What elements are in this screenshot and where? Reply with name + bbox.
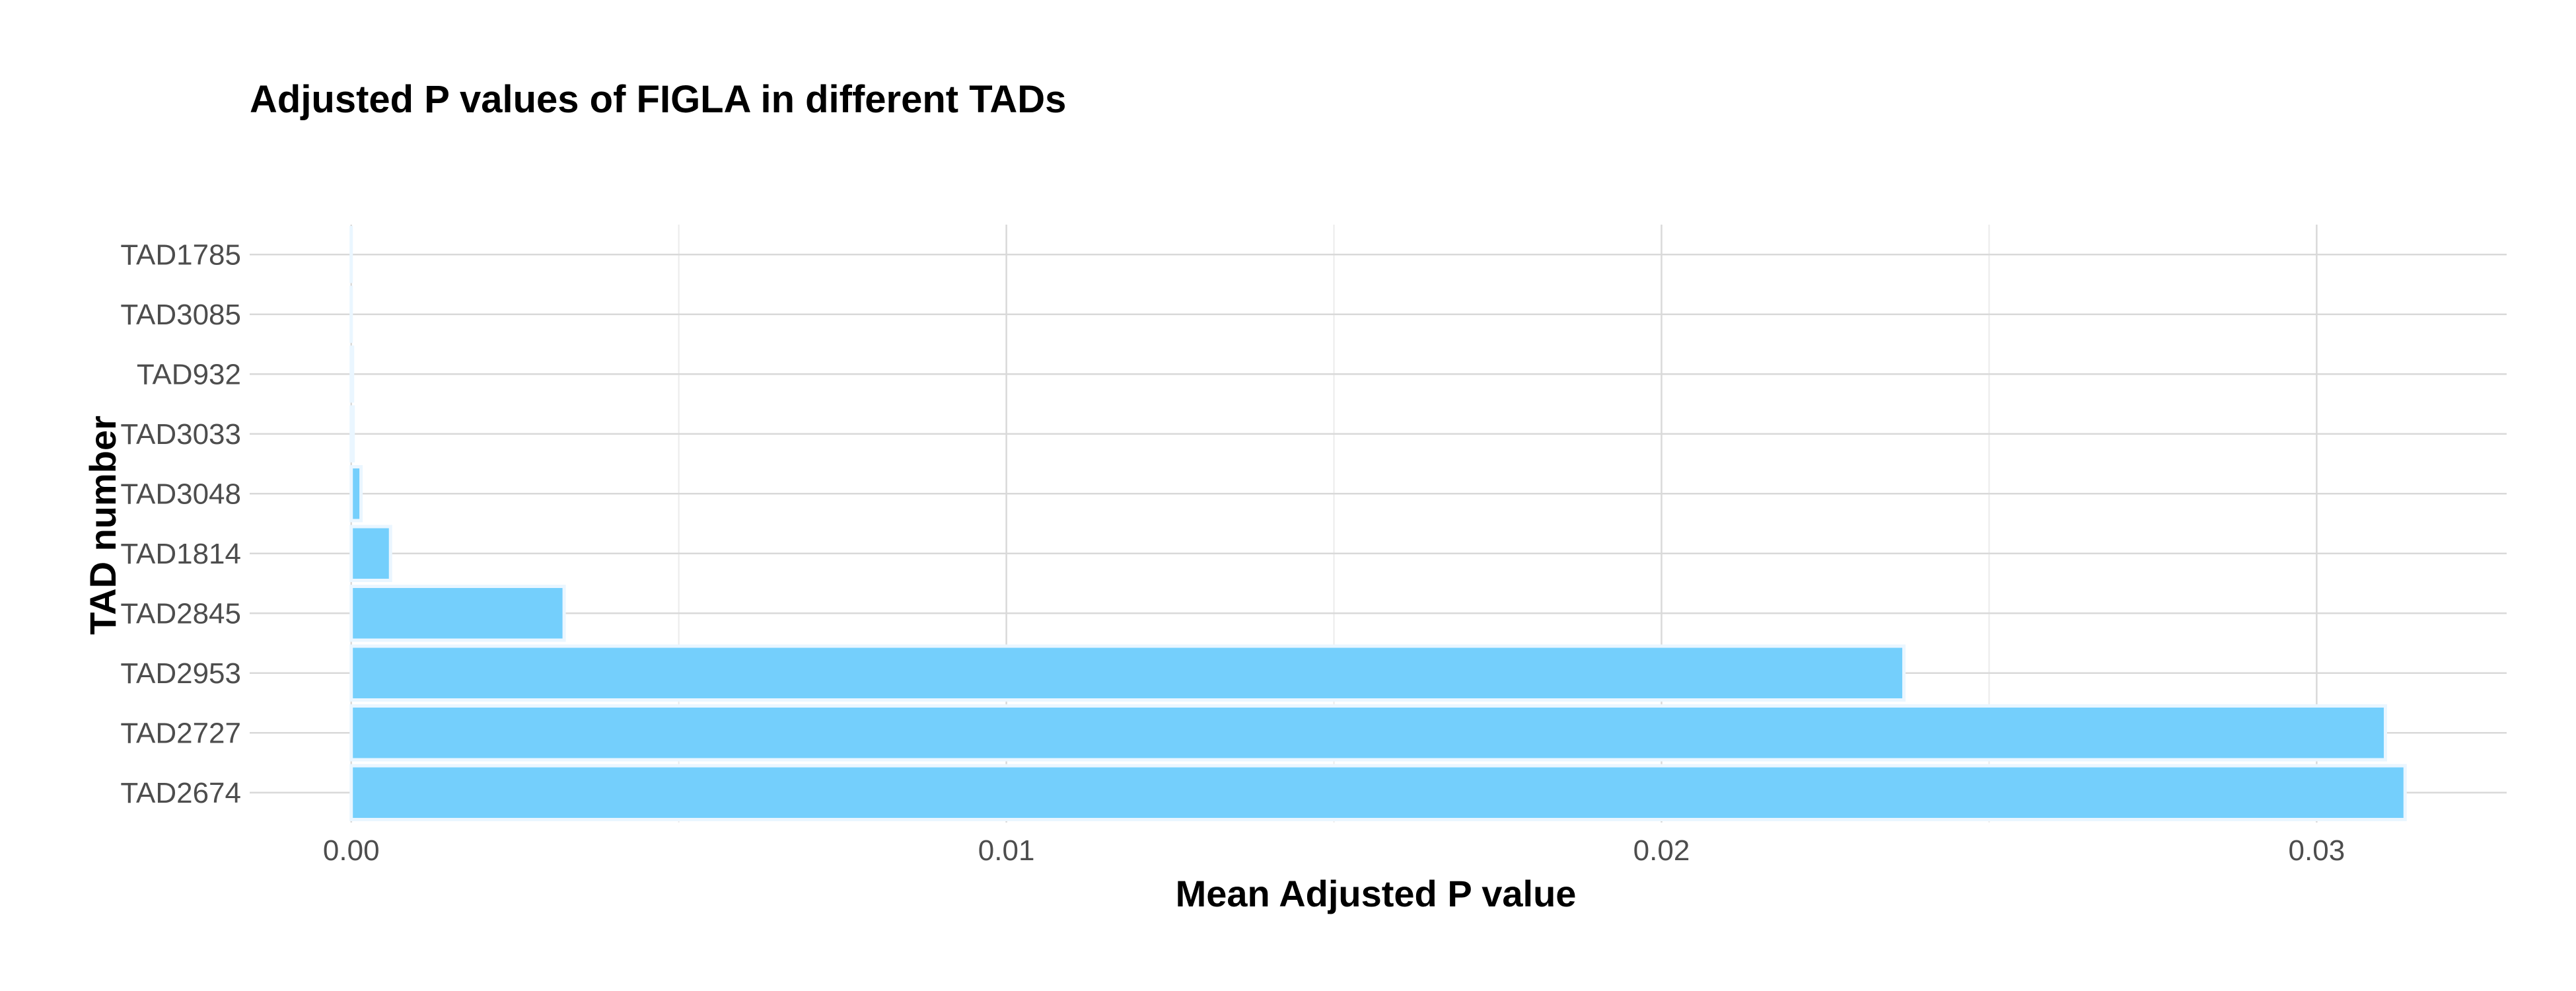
y-tick-label-tad932: TAD932 [137,358,241,390]
bar-tad3033 [349,405,355,462]
bar-tad932 [349,346,355,403]
y-tick-label-tad2674: TAD2674 [120,777,241,809]
x-tick-label: 0.01 [978,834,1035,867]
y-tick-label-tad1814: TAD1814 [120,538,241,570]
x-tick-label: 0.03 [2289,834,2345,867]
x-axis-title: Mean Adjusted P value [1176,873,1577,914]
x-tick-label: 0.02 [1633,834,1690,867]
y-axis-title: TAD number [82,416,124,635]
bar-tad2953 [349,644,1906,702]
y-tick-label-tad3033: TAD3033 [120,418,241,451]
y-tick-labels: TAD2674 TAD2727 TAD2953 TAD2845 TAD1814 TAD30… [120,239,241,809]
chart-title: Adjusted P values of FIGLA in different … [250,78,1066,121]
y-tick-label-tad2845: TAD2845 [120,597,241,630]
y-tick-label-tad3085: TAD3085 [120,299,241,331]
bar-tad2727 [349,704,2388,762]
bars [349,226,2407,821]
grid [250,225,2507,823]
x-tick-labels: 0.00 0.01 0.02 0.03 [323,834,2345,867]
y-tick-label-tad1785: TAD1785 [120,239,241,271]
y-tick-label-tad2727: TAD2727 [120,717,241,749]
bar-tad3048 [349,465,363,523]
y-tick-label-tad3048: TAD3048 [120,478,241,510]
y-tick-label-tad2953: TAD2953 [120,657,241,690]
bar-tad1814 [349,525,392,582]
x-tick-label: 0.00 [323,834,380,867]
bar-tad2845 [349,585,566,642]
bar-tad2674 [349,764,2407,821]
